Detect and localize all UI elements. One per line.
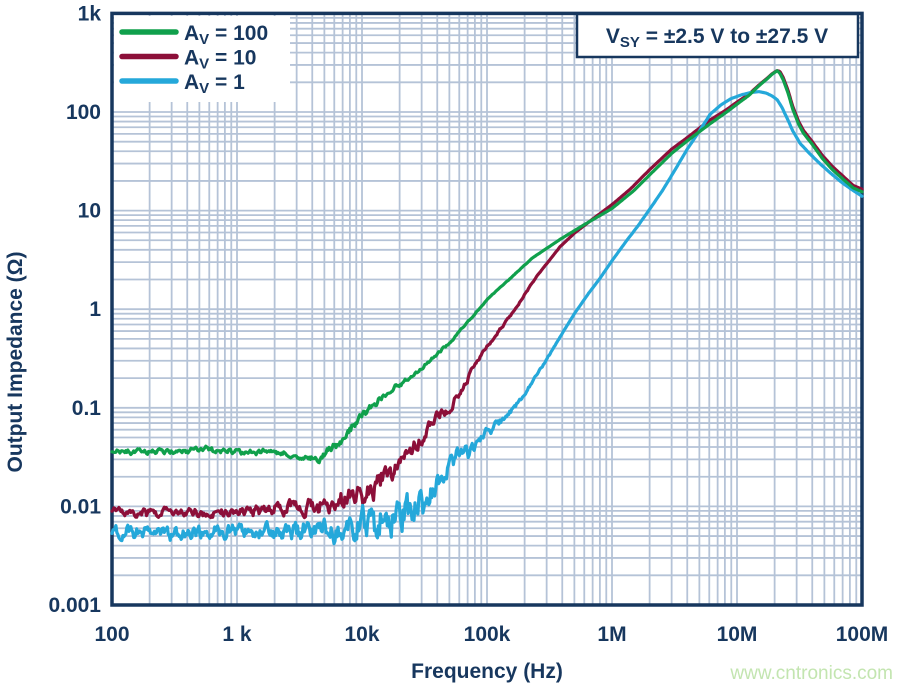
y-tick-label: 0.001 [48,594,101,617]
y-axis-title: Output Impedance (Ω) [4,251,27,472]
legend-label-av-100: AV = 100 [184,22,268,48]
watermark: www.cntronics.com [729,663,893,684]
legend-label-av-10: AV = 10 [184,47,256,73]
annotation-box [575,12,860,59]
x-tick-label: 1 k [222,623,252,646]
x-tick-label: 100M [836,623,889,646]
legend-item-av-1: AV = 1 [119,71,245,97]
curves [110,69,864,546]
x-tick-label: 1M [597,623,626,646]
x-tick-label: 100k [464,623,511,646]
y-tick-label: 10 [78,200,101,223]
series-line-av-100 [110,69,864,465]
legend-label-av-1: AV = 1 [184,71,245,97]
y-tick-label: 1 [89,298,101,321]
annotation-text: VSY = ±2.5 V to ±27.5 V [606,25,828,51]
plot-border [110,11,864,607]
supply-voltage-annotation: VSY = ±2.5 V to ±27.5 V [575,12,860,59]
legend-item-av-100: AV = 100 [119,22,268,48]
y-tick-label: 0.1 [72,397,102,420]
legend-item-av-10: AV = 10 [119,47,256,73]
y-tick-label: 0.01 [60,495,101,518]
y-axis-tick-labels: 1k 100 10 1 0.1 0.01 0.001 [48,2,101,617]
y-tick-label: 100 [66,101,101,124]
series-line-av-1 [110,90,864,546]
x-tick-label: 10M [717,623,758,646]
x-axis-tick-labels: 100 1 k 10k 100k 1M 10M 100M [94,623,888,646]
x-tick-label: 100 [94,623,129,646]
x-axis-title: Frequency (Hz) [411,660,563,683]
y-tick-label: 1k [78,2,102,25]
series-line-av-10 [110,69,864,520]
x-tick-label: 10k [344,623,379,646]
